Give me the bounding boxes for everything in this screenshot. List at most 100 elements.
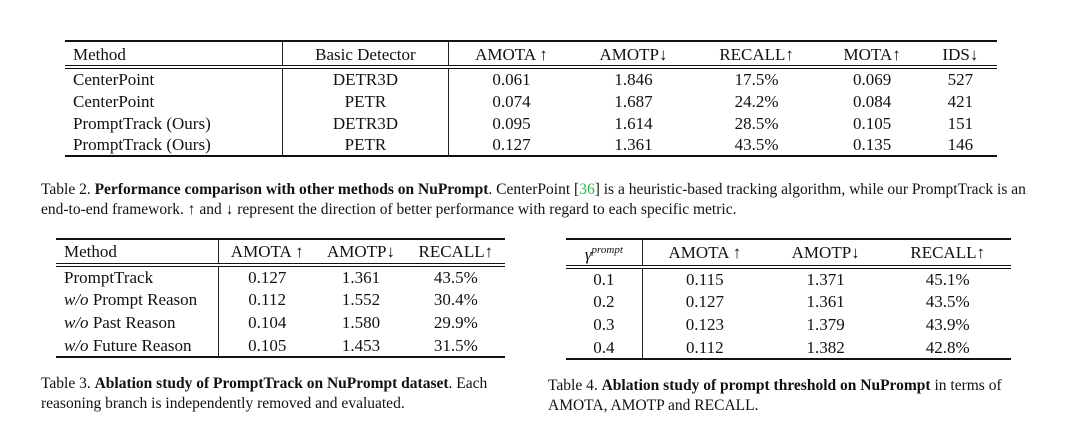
table-cell: DETR3D [282, 67, 449, 90]
table-cell: PETR [282, 134, 449, 157]
table-cell: 0.069 [853, 70, 892, 89]
table-2-header-method: Method [65, 40, 284, 69]
method-prefix: w/o [64, 335, 89, 355]
table-cell: 0.2 [566, 290, 643, 313]
table-cell: 42.8% [884, 336, 1011, 360]
table-row: 0.1 0.115 1.371 45.1% [566, 267, 1011, 290]
table-4-ablation-threshold: γprompt AMOTA ↑ AMOTP↓ RECALL↑ 0.1 0.115… [566, 238, 1011, 360]
table-row: CenterPoint DETR3D 0.061 1.846 17.5% 0.0… [65, 67, 997, 90]
table-cell: 0.127 [685, 292, 724, 311]
table-row: 0.2 0.127 1.361 43.5% [566, 290, 1011, 313]
table-cell: 0.095 [492, 113, 531, 133]
table-cell: 17.5% [734, 70, 779, 89]
table-4-header-recall: RECALL↑ [884, 238, 1011, 269]
table-cell: PromptTrack [56, 265, 219, 288]
table-cell: 43.5% [925, 292, 970, 311]
table-4-header-amotp: AMOTP↓ [766, 238, 885, 269]
table-cell: 29.9% [433, 313, 478, 332]
table-3-header-row: Method AMOTA ↑ AMOTP↓ RECALL↑ [56, 238, 505, 267]
table-3-header-recall: RECALL↑ [406, 238, 505, 267]
table-cell: 43.9% [925, 315, 970, 334]
table-cell: 1.687 [614, 91, 653, 111]
table-cell: 1.614 [614, 113, 653, 133]
table-cell: 0.074 [492, 91, 531, 111]
table-4-header-amota: AMOTA ↑ [642, 238, 767, 269]
table-cell: 1.361 [806, 292, 845, 311]
table-cell: 0.112 [248, 290, 286, 309]
table-row: PromptTrack (Ours) DETR3D 0.095 1.614 28… [65, 112, 997, 134]
table-3-header-amota: AMOTA ↑ [218, 238, 316, 267]
table-cell: 1.580 [341, 313, 381, 332]
table-cell: 0.104 [248, 313, 287, 332]
table-4-caption: Table 4. Ablation study of prompt thresh… [548, 376, 1038, 416]
table-2-header-amota: AMOTA ↑ [448, 40, 575, 69]
table-2-header-ids: IDS↓ [923, 40, 997, 69]
table-cell: 0.3 [566, 313, 643, 336]
table-2-header-detector: Basic Detector [282, 40, 449, 69]
table-row: 0.3 0.123 1.379 43.9% [566, 313, 1011, 336]
table-cell: 421 [947, 91, 974, 111]
caption-label: Table 4. [548, 377, 598, 394]
table-3-ablation-prompttrack: Method AMOTA ↑ AMOTP↓ RECALL↑ PromptTrac… [56, 238, 505, 358]
table-3-caption: Table 3. Ablation study of PromptTrack o… [41, 374, 531, 414]
method-label: Prompt Reason [88, 290, 198, 309]
table-cell: PETR [282, 90, 449, 112]
table-row: PromptTrack 0.127 1.361 43.5% [56, 265, 505, 288]
table-cell: 31.5% [406, 334, 505, 358]
caption-title: Performance comparison with other method… [94, 181, 489, 198]
table-cell: 1.361 [574, 134, 693, 157]
gamma-superscript: prompt [591, 244, 623, 256]
caption-text: . CenterPoint [ [488, 181, 580, 198]
citation-link[interactable]: 36 [579, 181, 595, 198]
table-cell: 1.846 [614, 70, 653, 89]
table-row: CenterPoint PETR 0.074 1.687 24.2% 0.084… [65, 90, 997, 112]
gamma-letter: γ [584, 245, 592, 264]
table-cell: 43.5% [692, 134, 821, 157]
caption-title: Ablation study of prompt threshold on Nu… [601, 377, 931, 394]
table-cell: 0.123 [685, 315, 724, 334]
table-cell: 1.552 [341, 290, 381, 309]
table-cell: w/o Prompt Reason [56, 288, 219, 311]
table-cell: 0.061 [492, 70, 531, 89]
table-4-header-row: γprompt AMOTA ↑ AMOTP↓ RECALL↑ [566, 238, 1011, 269]
table-cell: 146 [923, 134, 997, 157]
table-cell: 0.112 [642, 336, 767, 360]
table-2-performance-comparison: Method Basic Detector AMOTA ↑ AMOTP↓ REC… [65, 40, 997, 157]
table-cell: CenterPoint [65, 67, 284, 90]
table-cell: 1.361 [341, 268, 381, 287]
gamma-symbol: γprompt [584, 244, 623, 264]
table-cell: 0.105 [218, 334, 316, 358]
table-cell: 28.5% [734, 113, 779, 133]
table-cell: 527 [947, 70, 974, 89]
table-4-header-gamma: γprompt [566, 238, 643, 269]
table-3-header-method: Method [56, 238, 219, 267]
table-cell: 24.2% [734, 91, 779, 111]
table-2-header-amotp: AMOTP↓ [574, 40, 693, 69]
caption-title: Ablation study of PromptTrack on NuPromp… [94, 375, 449, 392]
caption-label: Table 3. [41, 375, 91, 392]
table-2-header-mota: MOTA↑ [820, 40, 924, 69]
table-cell: 0.084 [853, 91, 892, 111]
table-3-header-amotp: AMOTP↓ [315, 238, 407, 267]
table-2-header-recall: RECALL↑ [692, 40, 821, 69]
method-prefix: w/o [64, 290, 89, 309]
table-cell: DETR3D [282, 112, 449, 134]
table-cell: 0.135 [820, 134, 924, 157]
table-cell: 0.4 [566, 336, 643, 360]
method-prefix: w/o [64, 313, 89, 332]
table-cell: 43.5% [433, 268, 478, 287]
table-cell: 0.127 [248, 268, 287, 287]
caption-text: in terms of AMOTA, AMOTP and RECALL. [548, 377, 1002, 414]
caption-text: ] is a heuristic-based tracking algorith… [41, 181, 1026, 218]
table-2-caption: Table 2. Performance comparison with oth… [41, 180, 1051, 220]
table-cell: 1.379 [806, 315, 845, 334]
table-cell: 1.382 [766, 336, 885, 360]
table-cell: w/o Past Reason [56, 311, 219, 334]
caption-text: . Each reasoning branch is independently… [41, 375, 488, 412]
table-2-header-row: Method Basic Detector AMOTA ↑ AMOTP↓ REC… [65, 40, 997, 69]
table-cell: PromptTrack (Ours) [65, 112, 284, 134]
table-cell: 0.127 [448, 134, 575, 157]
table-cell: 0.115 [686, 270, 724, 289]
table-row: w/o Prompt Reason 0.112 1.552 30.4% [56, 288, 505, 311]
table-cell: 1.453 [315, 334, 407, 358]
